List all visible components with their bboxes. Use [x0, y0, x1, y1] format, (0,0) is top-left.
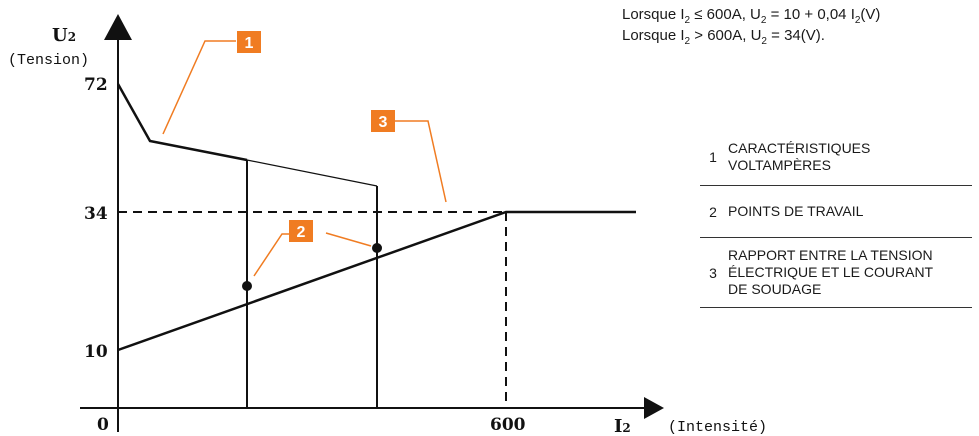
leader-line-3: [395, 120, 447, 203]
formula-line-2: Lorsque I2 > 600A, U2 = 34(V).: [622, 27, 825, 47]
leader-line-1: [162, 40, 236, 135]
formula-block: Lorsque I2 ≤ 600A, U2 = 10 + 0,04 I2(V) …: [622, 4, 881, 47]
y-tick-72: 72: [84, 75, 108, 95]
legend: 1 CARACTÉRISTIQUES VOLTAMPÈRES 2 POINTS D…: [700, 128, 972, 308]
x-tick-0: 0: [97, 415, 109, 435]
welding-relation-line: [117, 210, 636, 352]
x-axis-unit: (Intensité): [668, 419, 767, 436]
legend-text: RAPPORT ENTRE LA TENSION ÉLECTRIQUE ET LE…: [728, 247, 934, 297]
working-point-2: [372, 243, 382, 253]
legend-text: CARACTÉRISTIQUES VOLTAMPÈRES: [728, 139, 871, 173]
y-axis-title: U2: [52, 25, 76, 46]
volt-ampere-curve: [116, 83, 248, 162]
svg-text:1: 1: [245, 35, 254, 52]
x-axis-arrow: [644, 397, 664, 419]
svg-text:3: 3: [379, 114, 388, 131]
badge-1: 1: [237, 31, 261, 53]
legend-number: 2: [709, 203, 717, 220]
svg-text:2: 2: [297, 224, 306, 241]
legend-number: 1: [709, 149, 717, 165]
legend-number: 3: [709, 264, 717, 281]
legend-item-2: 2 POINTS DE TRAVAIL: [700, 186, 972, 238]
y-axis-arrow: [104, 14, 132, 40]
legend-item-3: 3 RAPPORT ENTRE LA TENSION ÉLECTRIQUE ET …: [700, 238, 972, 308]
badge-2: 2: [289, 220, 313, 242]
badge-3: 3: [371, 110, 395, 132]
volt-ampere-curve-thin: [246, 159, 378, 187]
legend-item-1: 1 CARACTÉRISTIQUES VOLTAMPÈRES: [700, 128, 972, 186]
formula-line-1: Lorsque I2 ≤ 600A, U2 = 10 + 0,04 I2(V): [622, 6, 881, 26]
x-tick-600: 600: [490, 415, 526, 435]
leader-line-2: [253, 233, 289, 277]
x-axis-title: I2: [614, 416, 631, 436]
legend-text: POINTS DE TRAVAIL: [728, 203, 864, 219]
y-tick-10: 10: [84, 342, 108, 362]
working-point-1: [242, 281, 252, 291]
y-tick-34: 34: [84, 204, 108, 224]
leader-line-2b: [325, 232, 372, 247]
y-axis-unit: (Tension): [8, 52, 89, 69]
